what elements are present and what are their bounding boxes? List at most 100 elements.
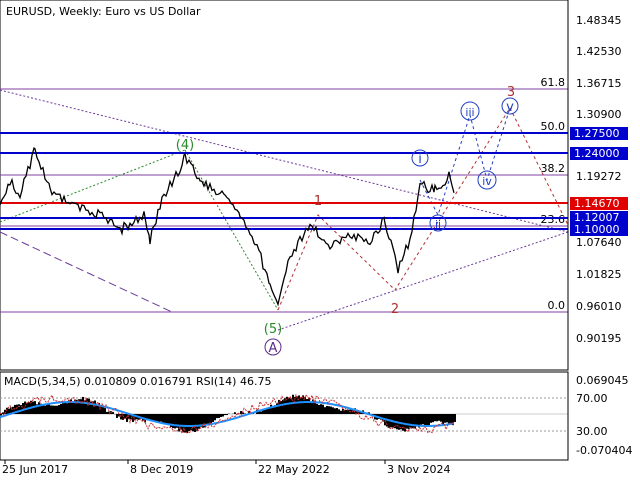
wave-3-label: 3 <box>507 85 515 100</box>
macd-bar <box>0 414 2 416</box>
macd-bar <box>216 414 218 419</box>
support-2-badge <box>570 223 628 236</box>
macd-bar <box>86 398 88 414</box>
oscillator-panel[interactable] <box>0 371 569 461</box>
macd-label: MACD(5,34,5) 0.010809 0.016791 RSI(14) 4… <box>4 375 271 388</box>
macd-bar <box>124 414 126 419</box>
macd-bar <box>266 408 268 414</box>
macd-bar <box>194 414 196 432</box>
price-scale: 1.48345 1.42530 1.36715 1.30900 1.19272 … <box>567 0 622 370</box>
price-tick: 1.01825 <box>576 268 622 281</box>
support-2-value: 1.10000 <box>574 223 620 236</box>
macd-signal-line <box>0 401 455 427</box>
macd-bar <box>442 414 444 425</box>
macd-bar <box>326 405 328 414</box>
macd-bar <box>454 414 456 422</box>
macd-bar <box>128 414 130 420</box>
fib-500-label: 50.0 <box>541 120 566 133</box>
macd-bar <box>282 399 284 414</box>
wave-iii-label: iii <box>465 106 474 119</box>
macd-bar <box>214 414 216 421</box>
macd-bar <box>100 405 102 414</box>
oscillator-scale: 0.069045 70.00 30.00 -0.070404 <box>567 372 632 460</box>
price-tick: 1.36715 <box>576 77 622 90</box>
macd-bar <box>290 398 292 414</box>
macd-bar <box>344 409 346 414</box>
fib-618-label: 61.8 <box>541 76 566 89</box>
fib-382-label: 38.2 <box>541 162 566 175</box>
time-tick: 22 May 2022 <box>258 463 330 476</box>
macd-bar <box>96 404 98 414</box>
macd-bar <box>58 405 60 414</box>
macd-bar <box>440 414 442 422</box>
support-resistance <box>0 132 568 230</box>
lower-left-trendline <box>0 231 173 313</box>
red-wave-decline <box>509 107 569 226</box>
macd-bar <box>198 414 200 429</box>
green-wave-line-up <box>0 149 186 223</box>
macd-bar <box>368 412 370 414</box>
macd-bar <box>406 414 408 429</box>
wave-iv-label: iv <box>482 175 492 188</box>
macd-bar <box>312 399 314 414</box>
macd-bar <box>148 414 150 419</box>
macd-bar <box>126 414 128 422</box>
macd-bar <box>248 410 250 414</box>
macd-bar <box>444 414 446 423</box>
macd-bar <box>434 414 436 422</box>
macd-bar <box>70 399 72 414</box>
macd-bar <box>414 414 416 429</box>
macd-bar <box>12 406 14 414</box>
fib-000-label: 0.0 <box>548 299 566 312</box>
macd-bar <box>346 409 348 414</box>
fibonacci-levels <box>0 88 568 313</box>
macd-bar <box>168 414 170 426</box>
macd-bar <box>98 402 100 414</box>
price-tick: 0.96010 <box>576 300 622 313</box>
macd-bar <box>360 412 362 414</box>
macd-bar <box>300 397 302 414</box>
macd-bar <box>432 414 434 423</box>
macd-bar <box>50 405 52 414</box>
fib-236-label: 23.6 <box>541 213 566 226</box>
macd-bar <box>112 412 114 414</box>
macd-bar <box>146 414 148 420</box>
macd-bar <box>188 414 190 432</box>
macd-bar <box>176 414 178 428</box>
red-wave-projection <box>277 107 511 311</box>
macd-bar <box>424 414 426 427</box>
macd-bar <box>118 414 120 417</box>
macd-bar <box>412 414 414 429</box>
macd-bar <box>36 404 38 414</box>
macd-bar <box>4 409 6 414</box>
macd-bar <box>400 414 402 430</box>
macd-bar <box>178 414 180 432</box>
macd-bar <box>314 400 316 414</box>
macd-bar <box>182 414 184 433</box>
macd-bar <box>332 407 334 414</box>
wave-a-label: A <box>269 341 278 356</box>
resistance-1-badge <box>570 127 628 140</box>
macd-bar <box>116 414 118 418</box>
macd-bar <box>66 403 68 414</box>
macd-bar <box>18 404 20 414</box>
macd-bar <box>46 404 48 414</box>
macd-bar <box>88 398 90 414</box>
macd-bar <box>426 414 428 426</box>
macd-bar <box>156 414 158 422</box>
osc-tick: 0.069045 <box>576 374 629 387</box>
macd-bar <box>82 396 84 414</box>
wave-i-circle <box>411 149 429 167</box>
macd-bar <box>80 399 82 414</box>
macd-bar <box>6 407 8 414</box>
macd-bar <box>174 414 176 429</box>
pivot-badge <box>570 197 628 210</box>
macd-bar <box>38 402 40 414</box>
macd-bar <box>422 414 424 425</box>
macd-bar <box>306 399 308 414</box>
wave-ii-circle <box>429 214 447 232</box>
macd-bar <box>48 402 50 414</box>
resistance-2-value: 1.24000 <box>574 147 620 160</box>
macd-bar <box>78 399 80 414</box>
